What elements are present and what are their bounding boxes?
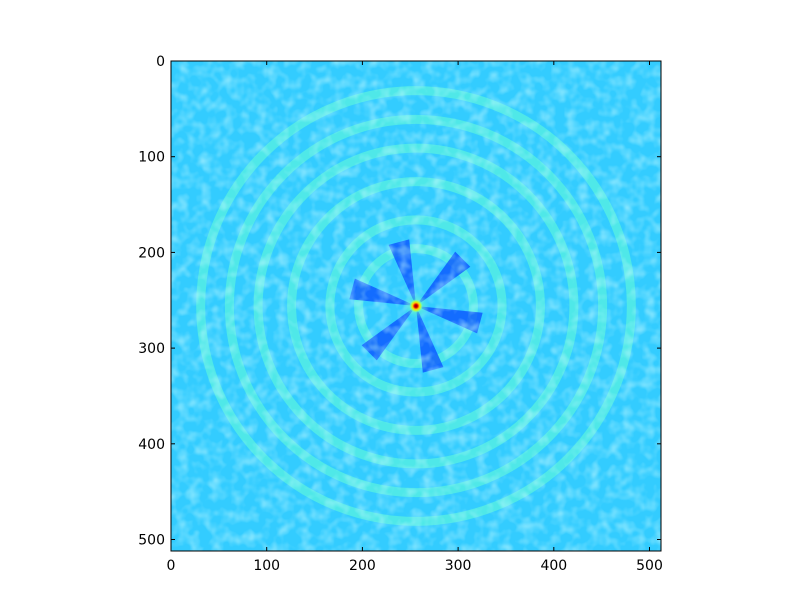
x-tick-label: 100 <box>253 558 280 574</box>
x-tick-label: 200 <box>349 558 376 574</box>
heatmap-peak <box>409 299 423 313</box>
x-tick-label: 0 <box>167 558 176 574</box>
y-axis: 0 100 200 300 400 500 <box>138 54 661 549</box>
x-tick-label: 500 <box>636 558 663 574</box>
y-tick-label: 300 <box>138 341 165 357</box>
y-tick-label: 400 <box>138 437 165 453</box>
x-tick-label: 400 <box>540 558 567 574</box>
y-tick-label: 0 <box>156 54 165 70</box>
y-tick-label: 500 <box>138 533 165 549</box>
y-tick-label: 200 <box>138 245 165 261</box>
plot-area <box>171 61 661 551</box>
axes-frame <box>170 60 662 552</box>
x-axis: 0 100 200 300 400 500 <box>167 61 663 574</box>
x-tick-label: 300 <box>445 558 472 574</box>
y-tick-label: 100 <box>138 150 165 166</box>
